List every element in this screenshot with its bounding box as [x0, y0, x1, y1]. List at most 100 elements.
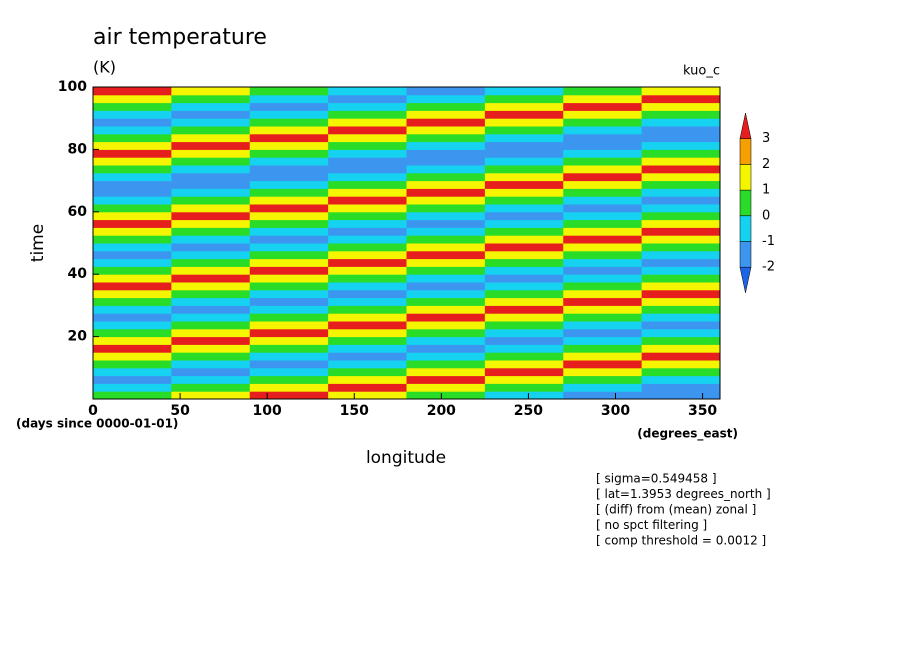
- field-cell: [328, 391, 407, 400]
- field-cell: [641, 391, 721, 400]
- field-cell: [328, 243, 407, 252]
- field-cell: [249, 102, 329, 111]
- colorbar-segment: [739, 138, 752, 165]
- field-cell: [641, 149, 721, 158]
- field-cell: [171, 235, 251, 244]
- field-cell: [171, 172, 251, 182]
- field-cell: [328, 180, 407, 189]
- field-cell: [641, 243, 721, 252]
- field-cell: [563, 133, 643, 143]
- field-cell: [563, 118, 643, 127]
- field-cell: [484, 149, 564, 158]
- field-cell: [484, 219, 564, 228]
- field-cell: [484, 235, 564, 244]
- field-cell: [171, 94, 251, 104]
- field-cell: [93, 297, 172, 306]
- field-cell: [249, 196, 329, 205]
- field-cell: [641, 313, 721, 322]
- field-cell: [93, 367, 172, 377]
- field-cell: [93, 344, 172, 353]
- field-cell: [171, 297, 251, 306]
- field-cell: [249, 172, 329, 182]
- field-cell: [563, 313, 643, 322]
- field-cell: [406, 266, 486, 275]
- field-cell: [406, 211, 486, 221]
- field-cell: [249, 360, 329, 369]
- field-cell: [484, 274, 564, 283]
- field-cell: [563, 274, 643, 283]
- x-tick-label: 250: [514, 403, 543, 419]
- field-cell: [328, 289, 407, 299]
- field-cell: [328, 360, 407, 369]
- field-cell: [249, 305, 329, 314]
- field-cell: [328, 313, 407, 322]
- field-cell: [328, 110, 407, 119]
- field-cell: [328, 141, 407, 150]
- field-cell: [563, 126, 643, 135]
- x-axis-label: longitude: [366, 448, 446, 468]
- field-cell: [249, 258, 329, 267]
- field-cell: [328, 352, 407, 361]
- colorbar-segment: [739, 189, 752, 217]
- field-cell: [171, 157, 251, 166]
- field-cell: [328, 172, 407, 182]
- field-cell: [406, 375, 486, 384]
- field-cell: [563, 188, 643, 197]
- colorbar-segment: [739, 241, 752, 268]
- field-cell: [249, 141, 329, 150]
- field-cell: [406, 367, 486, 377]
- field-cell: [171, 282, 251, 291]
- field-cell: [93, 204, 172, 213]
- field-cell: [93, 110, 172, 119]
- field-cell: [406, 258, 486, 267]
- field-cell: [328, 297, 407, 306]
- field-cell: [93, 266, 172, 275]
- y-tick-label: 100: [58, 79, 87, 95]
- field-cell: [641, 165, 721, 174]
- field-cell: [406, 305, 486, 314]
- field-cell: [641, 118, 721, 127]
- field-cell: [249, 180, 329, 189]
- field-cell: [484, 133, 564, 143]
- field-cell: [93, 141, 172, 150]
- field-cell: [171, 126, 251, 135]
- field-cell: [93, 196, 172, 205]
- field-cell: [249, 87, 329, 96]
- x-tick-label: 300: [601, 403, 630, 419]
- field-cell: [328, 211, 407, 221]
- field-cell: [328, 344, 407, 353]
- field-cell: [93, 250, 172, 260]
- field-cell: [484, 165, 564, 174]
- x-units: (degrees_east): [637, 427, 738, 442]
- field-cell: [328, 282, 407, 291]
- field-cell: [484, 383, 564, 392]
- field-cell: [328, 258, 407, 267]
- field-cell: [249, 133, 329, 143]
- field-cell: [406, 102, 486, 111]
- field-cell: [93, 313, 172, 322]
- field-cell: [484, 352, 564, 361]
- field-cell: [563, 157, 643, 166]
- field-cell: [641, 227, 721, 236]
- field-cell: [406, 180, 486, 189]
- field-cell: [249, 328, 329, 338]
- field-cell: [484, 258, 564, 267]
- field-cell: [93, 102, 172, 111]
- field-cell: [93, 219, 172, 228]
- field-cell: [484, 110, 564, 119]
- field: [93, 87, 721, 400]
- field-cell: [171, 367, 251, 377]
- field-cell: [641, 344, 721, 353]
- field-cell: [484, 243, 564, 252]
- field-cell: [406, 118, 486, 127]
- field-cell: [249, 289, 329, 299]
- field-cell: [563, 297, 643, 306]
- field-cell: [93, 258, 172, 267]
- field-cell: [406, 250, 486, 260]
- field-cell: [249, 313, 329, 322]
- field-cell: [171, 258, 251, 267]
- field-cell: [484, 211, 564, 221]
- y-tick-label: 60: [68, 204, 88, 220]
- field-cell: [406, 328, 486, 338]
- colorbar-label: 0: [762, 208, 770, 223]
